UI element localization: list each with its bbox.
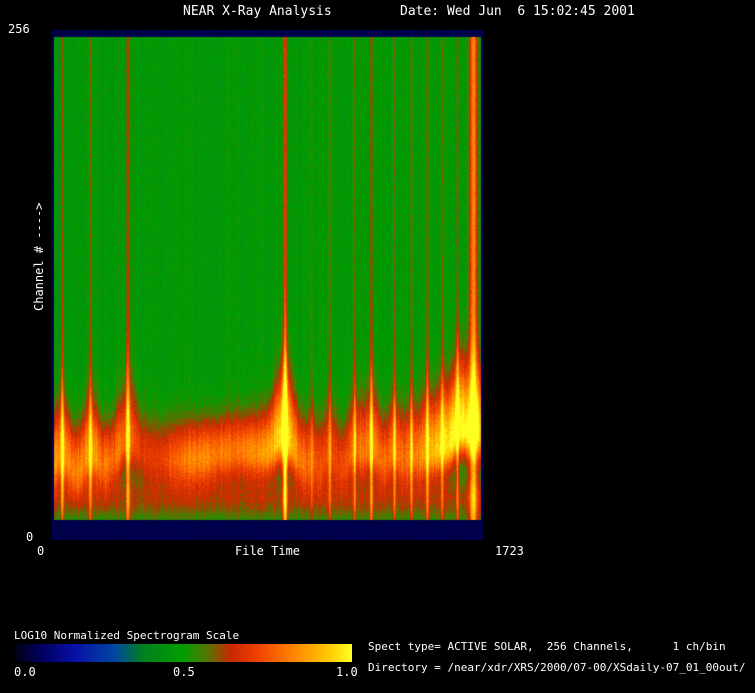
x-axis-max-label: 1723	[495, 544, 524, 558]
y-axis-title: Channel # ---->	[32, 202, 46, 311]
x-axis-min-label: 0	[37, 544, 45, 558]
y-axis-min-label: 0	[26, 530, 34, 544]
header-date: Date: Wed Jun 6 15:02:45 2001	[400, 4, 635, 19]
spect-type-info: Spect type= ACTIVE SOLAR, 256 Channels, …	[368, 640, 726, 653]
colorbar-title: LOG10 Normalized Spectrogram Scale	[14, 629, 240, 642]
y-axis-max-label: 256	[8, 22, 30, 36]
directory-info: Directory = /near/xdr/XRS/2000/07-00/XSd…	[368, 661, 746, 674]
spectrogram-canvas	[52, 30, 483, 540]
colorbar-canvas	[14, 644, 352, 662]
colorbar-tick-min: 0.0	[14, 665, 36, 679]
page-title: NEAR X-Ray Analysis	[183, 4, 332, 19]
colorbar-tick-max: 1.0	[336, 665, 358, 679]
colorbar-tick-mid: 0.5	[173, 665, 195, 679]
x-axis-title: File Time	[235, 544, 301, 558]
